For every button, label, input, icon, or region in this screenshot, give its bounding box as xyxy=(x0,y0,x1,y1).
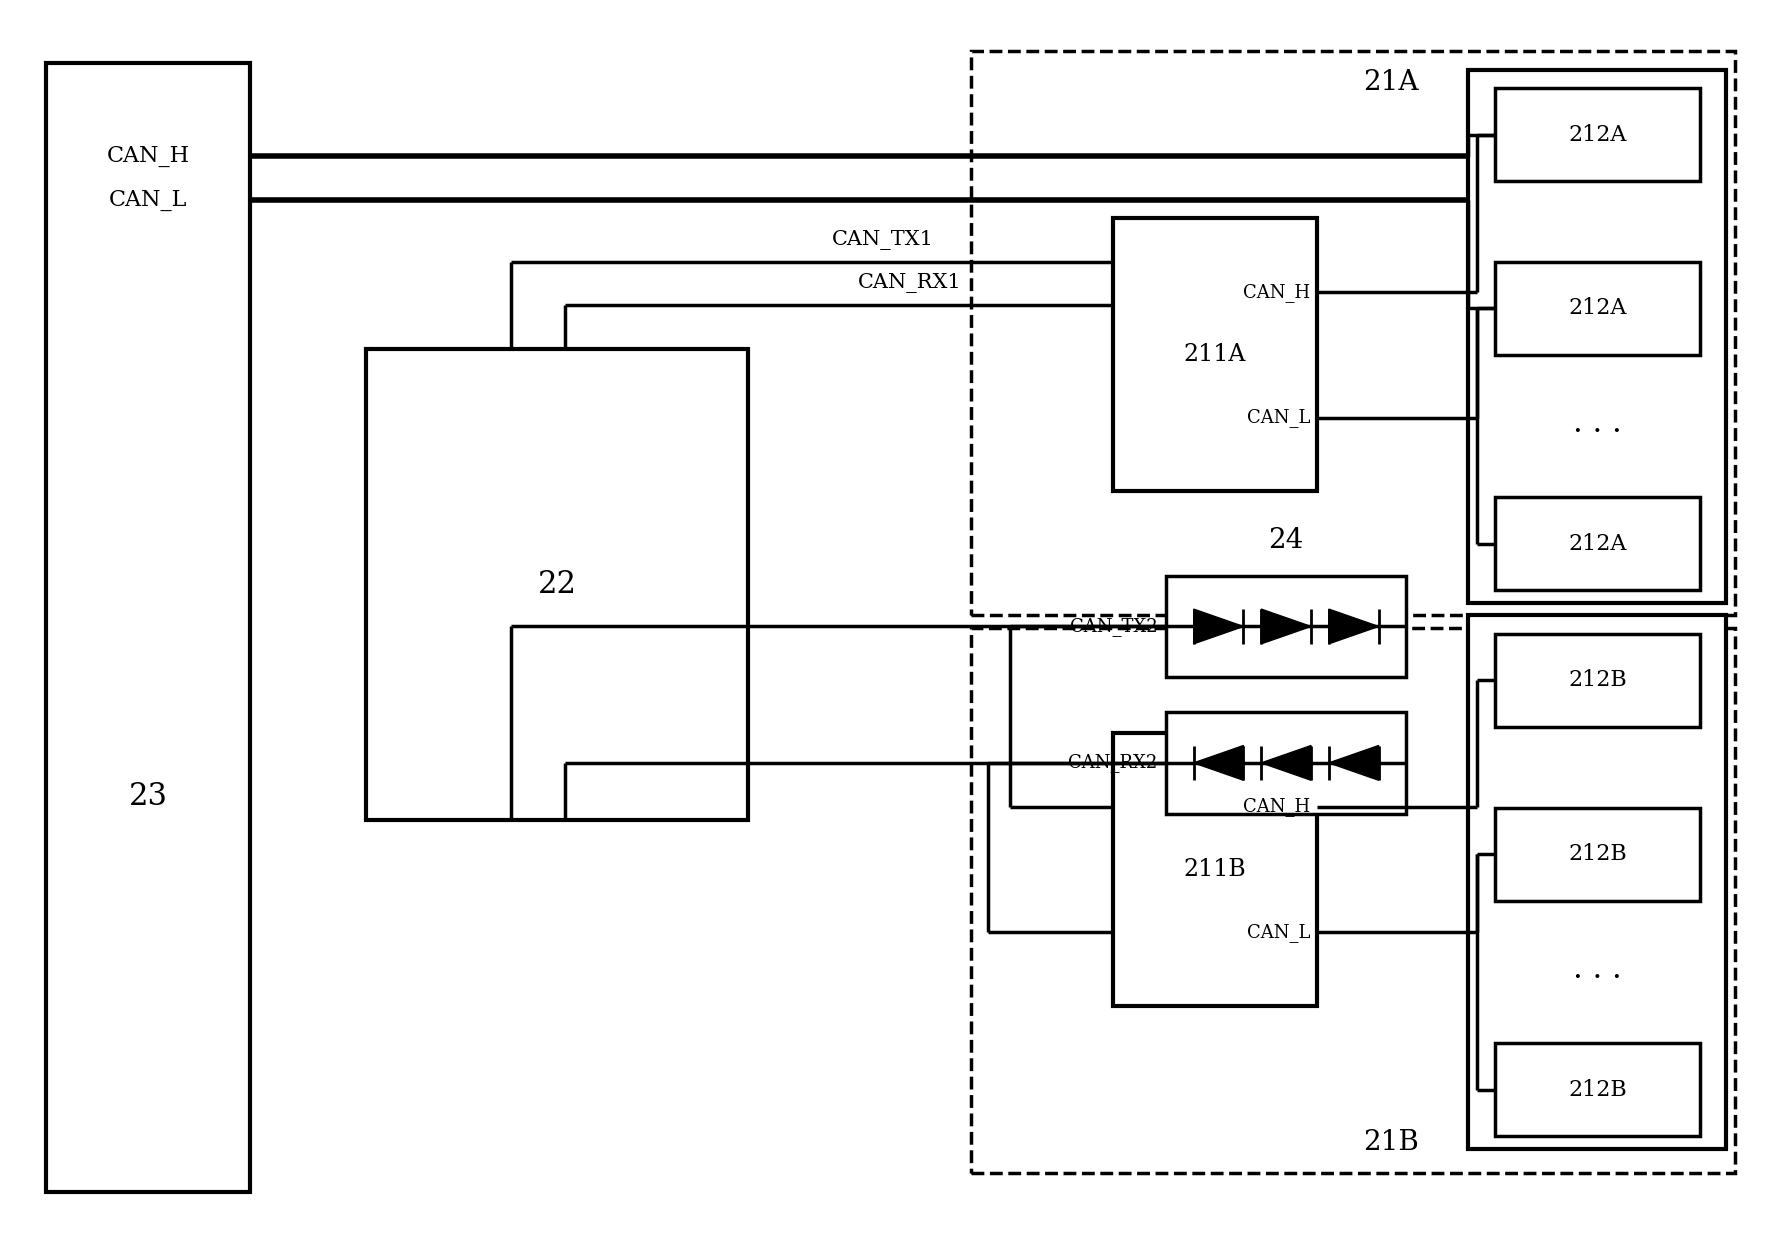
Text: 212B: 212B xyxy=(1566,1079,1625,1101)
Bar xyxy=(970,51,1734,615)
Text: 211B: 211B xyxy=(1184,858,1246,881)
Text: 212A: 212A xyxy=(1566,533,1625,554)
Bar xyxy=(1493,1043,1698,1136)
Polygon shape xyxy=(1260,609,1310,644)
Text: 211A: 211A xyxy=(1184,343,1246,367)
Bar xyxy=(1467,615,1725,1149)
Text: CAN_L: CAN_L xyxy=(109,189,187,211)
Text: · · ·: · · · xyxy=(1572,963,1622,994)
Text: CAN_TX2: CAN_TX2 xyxy=(1070,617,1157,636)
Bar xyxy=(1112,219,1317,491)
Text: CAN_L: CAN_L xyxy=(1246,408,1310,428)
Polygon shape xyxy=(1328,746,1378,781)
Polygon shape xyxy=(1193,746,1242,781)
Text: 212B: 212B xyxy=(1566,843,1625,865)
Text: 21A: 21A xyxy=(1362,68,1419,96)
Text: CAN_H: CAN_H xyxy=(1242,282,1310,302)
Bar xyxy=(1493,88,1698,181)
Bar xyxy=(1493,497,1698,590)
Bar xyxy=(1166,712,1406,814)
Bar xyxy=(1112,733,1317,1006)
Text: 212A: 212A xyxy=(1566,297,1625,319)
Text: · · ·: · · · xyxy=(1572,418,1622,449)
Text: 23: 23 xyxy=(128,782,167,813)
Bar xyxy=(1493,634,1698,727)
Text: 212B: 212B xyxy=(1566,670,1625,691)
Bar xyxy=(1493,262,1698,354)
Bar xyxy=(1166,576,1406,677)
Bar xyxy=(46,63,251,1192)
Polygon shape xyxy=(1260,746,1310,781)
Text: CAN_RX1: CAN_RX1 xyxy=(858,273,961,293)
Text: CAN_L: CAN_L xyxy=(1246,922,1310,942)
Text: CAN_RX2: CAN_RX2 xyxy=(1068,753,1157,772)
Polygon shape xyxy=(1328,609,1378,644)
Text: CAN_H: CAN_H xyxy=(107,145,189,168)
Text: 212A: 212A xyxy=(1566,124,1625,145)
Text: 21B: 21B xyxy=(1362,1129,1419,1156)
Polygon shape xyxy=(1193,609,1242,644)
Text: 24: 24 xyxy=(1267,527,1303,554)
Text: 22: 22 xyxy=(538,569,577,600)
Bar xyxy=(970,628,1734,1173)
Bar xyxy=(1467,70,1725,603)
Bar xyxy=(365,348,748,820)
Text: CAN_H: CAN_H xyxy=(1242,797,1310,817)
Bar xyxy=(1493,808,1698,900)
Text: CAN_TX1: CAN_TX1 xyxy=(831,230,933,250)
